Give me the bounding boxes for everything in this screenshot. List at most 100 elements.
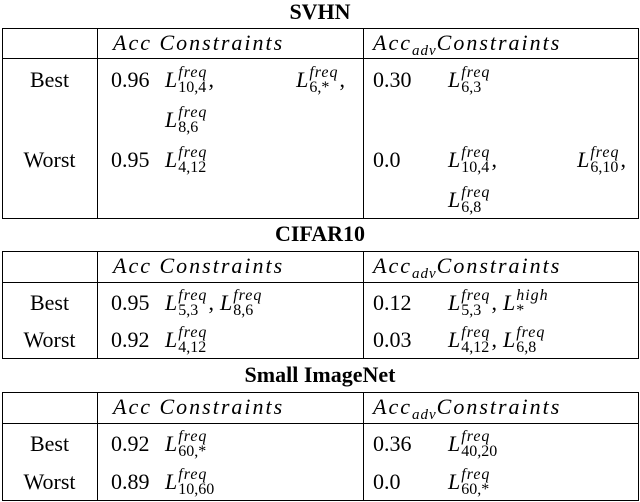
- constraint-symbol: L: [165, 107, 178, 132]
- rule: [2, 251, 639, 252]
- adv-value: 0.30: [373, 67, 412, 92]
- constraint-scripts: freq 6,3: [461, 64, 491, 96]
- rule: [2, 358, 639, 359]
- row-label: Worst: [23, 469, 76, 494]
- constraint-superscript: freq: [178, 428, 208, 445]
- constraint-scripts: freq 5,3: [178, 287, 208, 319]
- constraint-symbol: L: [165, 290, 178, 315]
- constraint-symbol: L: [502, 327, 516, 352]
- constraint-superscript: freq: [178, 466, 208, 483]
- constraint-superscript: high: [516, 287, 549, 304]
- rule: [2, 392, 639, 393]
- constraint-scripts: freq 10,4: [461, 144, 491, 176]
- header-adv-sub: adv: [411, 407, 437, 423]
- constraint-subscript: 8,6: [233, 302, 254, 319]
- constraint-symbol: L: [165, 431, 178, 456]
- rule: [2, 28, 639, 29]
- constraint-subscript: 4,12: [461, 339, 490, 356]
- constraint-subscript: 4,12: [178, 159, 207, 176]
- acc-value: 0.95: [111, 290, 150, 315]
- constraint-symbol: L: [448, 290, 461, 315]
- rule: [2, 58, 639, 59]
- section-title: Small ImageNet: [244, 362, 396, 387]
- constraint-scripts: high *: [516, 287, 549, 319]
- constraint-symbol: L: [577, 147, 590, 172]
- acc-value: 0.95: [111, 147, 150, 172]
- constraint-superscript: freq: [178, 287, 208, 304]
- constraint-superscript: freq: [461, 64, 491, 81]
- row-label: Worst: [23, 147, 76, 172]
- header-adv-rest: Constraints: [436, 253, 562, 278]
- constraint-superscript: freq: [461, 287, 491, 304]
- constraint-symbol: L: [219, 290, 233, 315]
- constraint-superscript: freq: [461, 324, 491, 341]
- constraint-superscript: freq: [178, 144, 208, 161]
- constraint-superscript: freq: [590, 144, 620, 161]
- constraint-superscript: freq: [233, 287, 263, 304]
- constraint-scripts: freq 10,60: [178, 466, 214, 498]
- constraint-scripts: freq 4,12: [461, 324, 491, 356]
- constraint-separator: ,: [208, 290, 214, 315]
- acc-value: 0.96: [111, 67, 150, 92]
- constraint-scripts: freq 4,12: [178, 324, 208, 356]
- constraint-superscript: freq: [178, 324, 208, 341]
- constraint-separator: ,: [339, 67, 346, 92]
- constraint-symbol: L: [448, 187, 461, 212]
- constraint-subscript: 6,*: [309, 79, 330, 96]
- constraint-superscript: freq: [516, 324, 546, 341]
- constraint-scripts: freq 10,4: [178, 65, 207, 96]
- constraint-symbol: L: [448, 147, 461, 172]
- constraint-scripts: freq 8,6: [178, 105, 207, 136]
- header-adv-sub: adv: [411, 266, 437, 282]
- constraint-separator: ,: [491, 147, 497, 172]
- row-label: Best: [29, 431, 70, 456]
- constraint-subscript: 6,8: [516, 339, 537, 356]
- section-title: SVHN: [289, 0, 351, 24]
- constraint-symbol: L: [165, 67, 178, 92]
- column-rule: [363, 251, 364, 359]
- header-acc: Acc Constraints: [113, 253, 285, 278]
- constraint-subscript: 6,10: [590, 159, 619, 176]
- constraint-subscript: 10,4: [461, 159, 490, 176]
- header-adv-rest: Constraints: [436, 394, 562, 419]
- rule: [2, 218, 639, 219]
- constraint-symbol: L: [165, 147, 178, 172]
- acc-value: 0.92: [111, 327, 150, 352]
- rule: [2, 500, 639, 501]
- row-label: Best: [29, 67, 70, 92]
- constraint-scripts: freq 6,*: [309, 65, 338, 96]
- adv-value: 0.0: [373, 147, 401, 172]
- column-rule: [2, 28, 3, 219]
- rule: [2, 282, 639, 283]
- constraint-subscript: 60,*: [178, 443, 207, 460]
- constraint-subscript: 6,8: [461, 199, 482, 216]
- header-adv: AccadvConstraints: [373, 392, 561, 430]
- constraint-superscript: freq: [461, 144, 491, 161]
- column-rule: [2, 251, 3, 359]
- constraint-superscript: freq: [461, 428, 491, 445]
- rule: [2, 423, 639, 424]
- constraint-symbol: L: [502, 290, 516, 315]
- column-rule: [638, 392, 639, 501]
- constraint-symbol: L: [448, 327, 461, 352]
- constraint-separator: ,: [208, 67, 214, 92]
